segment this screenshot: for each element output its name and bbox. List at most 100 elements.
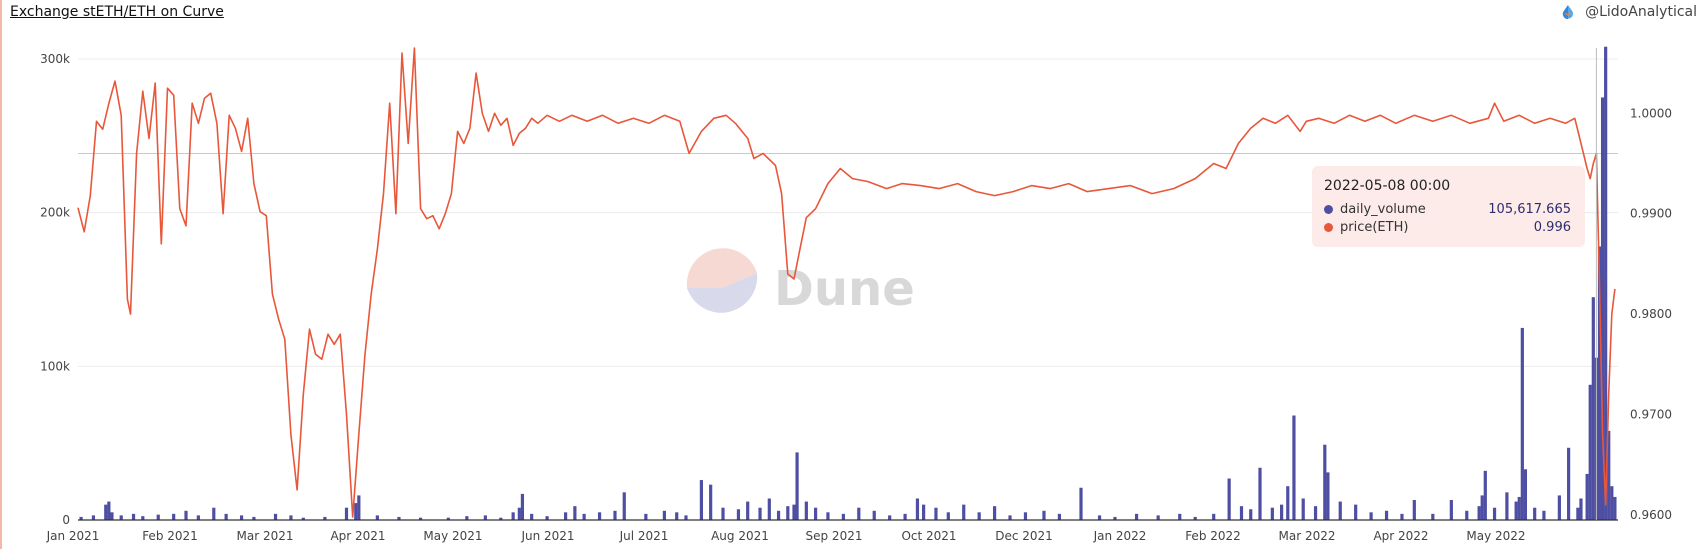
volume-bar [1520, 327, 1524, 520]
lido-drop-icon [1562, 5, 1574, 20]
volume-bar [273, 513, 278, 520]
brand-handle[interactable]: @LidoAnalytical [1585, 4, 1697, 20]
volume-bar [141, 516, 145, 520]
volume-bar [357, 495, 361, 520]
volume-bar [1557, 495, 1561, 520]
tooltip-row-price: price(ETH) 0.996 [1324, 218, 1571, 236]
x-tick-label: Mar 2022 [1279, 529, 1336, 543]
volume-bar [888, 515, 892, 520]
x-tick-label: Jan 2021 [46, 529, 100, 543]
volume-bar [1517, 496, 1521, 520]
volume-bar [252, 516, 256, 520]
volume-bar [1492, 507, 1497, 520]
volume-bar [992, 506, 997, 520]
volume-bar [1585, 473, 1589, 520]
volume-bar [1431, 513, 1435, 520]
volume-bar [289, 515, 293, 520]
volume-bar [1212, 513, 1216, 520]
volume-bar [1097, 515, 1102, 520]
volume-bar [104, 504, 108, 520]
volume-bar [1607, 430, 1611, 520]
volume-bar [767, 498, 771, 520]
volume-bar [1354, 504, 1358, 520]
volume-bar [644, 513, 648, 520]
watermark-logo-bottom [687, 273, 758, 313]
volume-bar [1480, 495, 1484, 520]
volume-bar [582, 513, 586, 520]
volume-bar [397, 516, 401, 520]
volume-bar [977, 512, 981, 520]
volume-bar [1134, 513, 1139, 520]
tooltip-date: 2022-05-08 00:00 [1324, 178, 1451, 194]
volume-bar [699, 480, 704, 520]
volume-bar [841, 513, 845, 520]
volume-bar [344, 507, 349, 520]
volume-bar [1505, 492, 1509, 520]
left-border [0, 0, 2, 549]
volume-bar [915, 498, 920, 520]
x-tick-label: Mar 2021 [237, 529, 294, 543]
volume-bar [1533, 507, 1537, 520]
volume-bar [826, 512, 830, 520]
volume-bar [1193, 516, 1197, 520]
volume-bar [1079, 487, 1083, 520]
x-tick-label: Jan 2022 [1093, 529, 1147, 543]
y-right-tick-label: 0.9800 [1630, 307, 1672, 321]
volume-bar [597, 512, 602, 520]
x-tick-label: Apr 2022 [1373, 529, 1428, 543]
volume-bar [746, 501, 750, 520]
volume-bar [1576, 507, 1580, 520]
volume-bar [1156, 515, 1160, 520]
volume-bar [1604, 46, 1608, 520]
volume-legend-dot [1324, 204, 1333, 214]
x-tick-label: Jun 2021 [520, 529, 574, 543]
volume-bar [1292, 415, 1296, 520]
volume-bar [1579, 498, 1583, 520]
volume-bar [545, 516, 549, 520]
volume-bar [709, 484, 713, 520]
volume-bar [804, 501, 808, 520]
volume-bar [662, 510, 666, 520]
volume-bar [736, 509, 741, 520]
y-left-tick-label: 300k [40, 52, 70, 66]
volume-bar [1588, 384, 1592, 520]
volume-bar [91, 515, 96, 520]
volume-bar [465, 516, 469, 520]
volume-bar [119, 515, 123, 520]
volume-bar [872, 510, 876, 520]
tooltip-label: price(ETH) [1340, 219, 1409, 235]
volume-bar [1542, 510, 1546, 520]
y-right-tick-label: 0.9700 [1630, 408, 1672, 422]
volume-bar [517, 507, 521, 520]
volume-bar [1465, 510, 1469, 520]
volume-bar [1597, 246, 1602, 520]
volume-bar [792, 504, 796, 520]
volume-bar [758, 507, 762, 520]
volume-bar [79, 516, 83, 520]
volume-bar [786, 506, 790, 520]
volume-bar [110, 512, 114, 520]
chart-title[interactable]: Exchange stETH/ETH on Curve [10, 4, 224, 20]
volume-bar [1613, 496, 1617, 520]
volume-bar [1178, 513, 1182, 520]
y-left-tick-label: 0 [62, 513, 70, 527]
volume-bar [1239, 506, 1244, 520]
watermark-logo-top [686, 248, 757, 288]
volume-bar [813, 507, 818, 520]
volume-bar [934, 507, 938, 520]
volume-bar [962, 504, 966, 520]
volume-bar [721, 507, 725, 520]
volume-bar [323, 516, 327, 520]
tooltip-value: 105,617.665 [1488, 201, 1571, 217]
volume-bar [511, 512, 515, 520]
volume-bar [857, 507, 861, 520]
volume-bar [922, 504, 926, 520]
tooltip-row-volume: daily_volume 105,617.665 [1324, 200, 1571, 218]
volume-bar [224, 513, 228, 520]
x-tick-label: Feb 2021 [142, 529, 198, 543]
x-tick-label: Aug 2021 [711, 529, 769, 543]
volume-bar [418, 517, 423, 520]
volume-bar [107, 501, 111, 520]
volume-bar [184, 510, 188, 520]
volume-bar [520, 493, 525, 520]
